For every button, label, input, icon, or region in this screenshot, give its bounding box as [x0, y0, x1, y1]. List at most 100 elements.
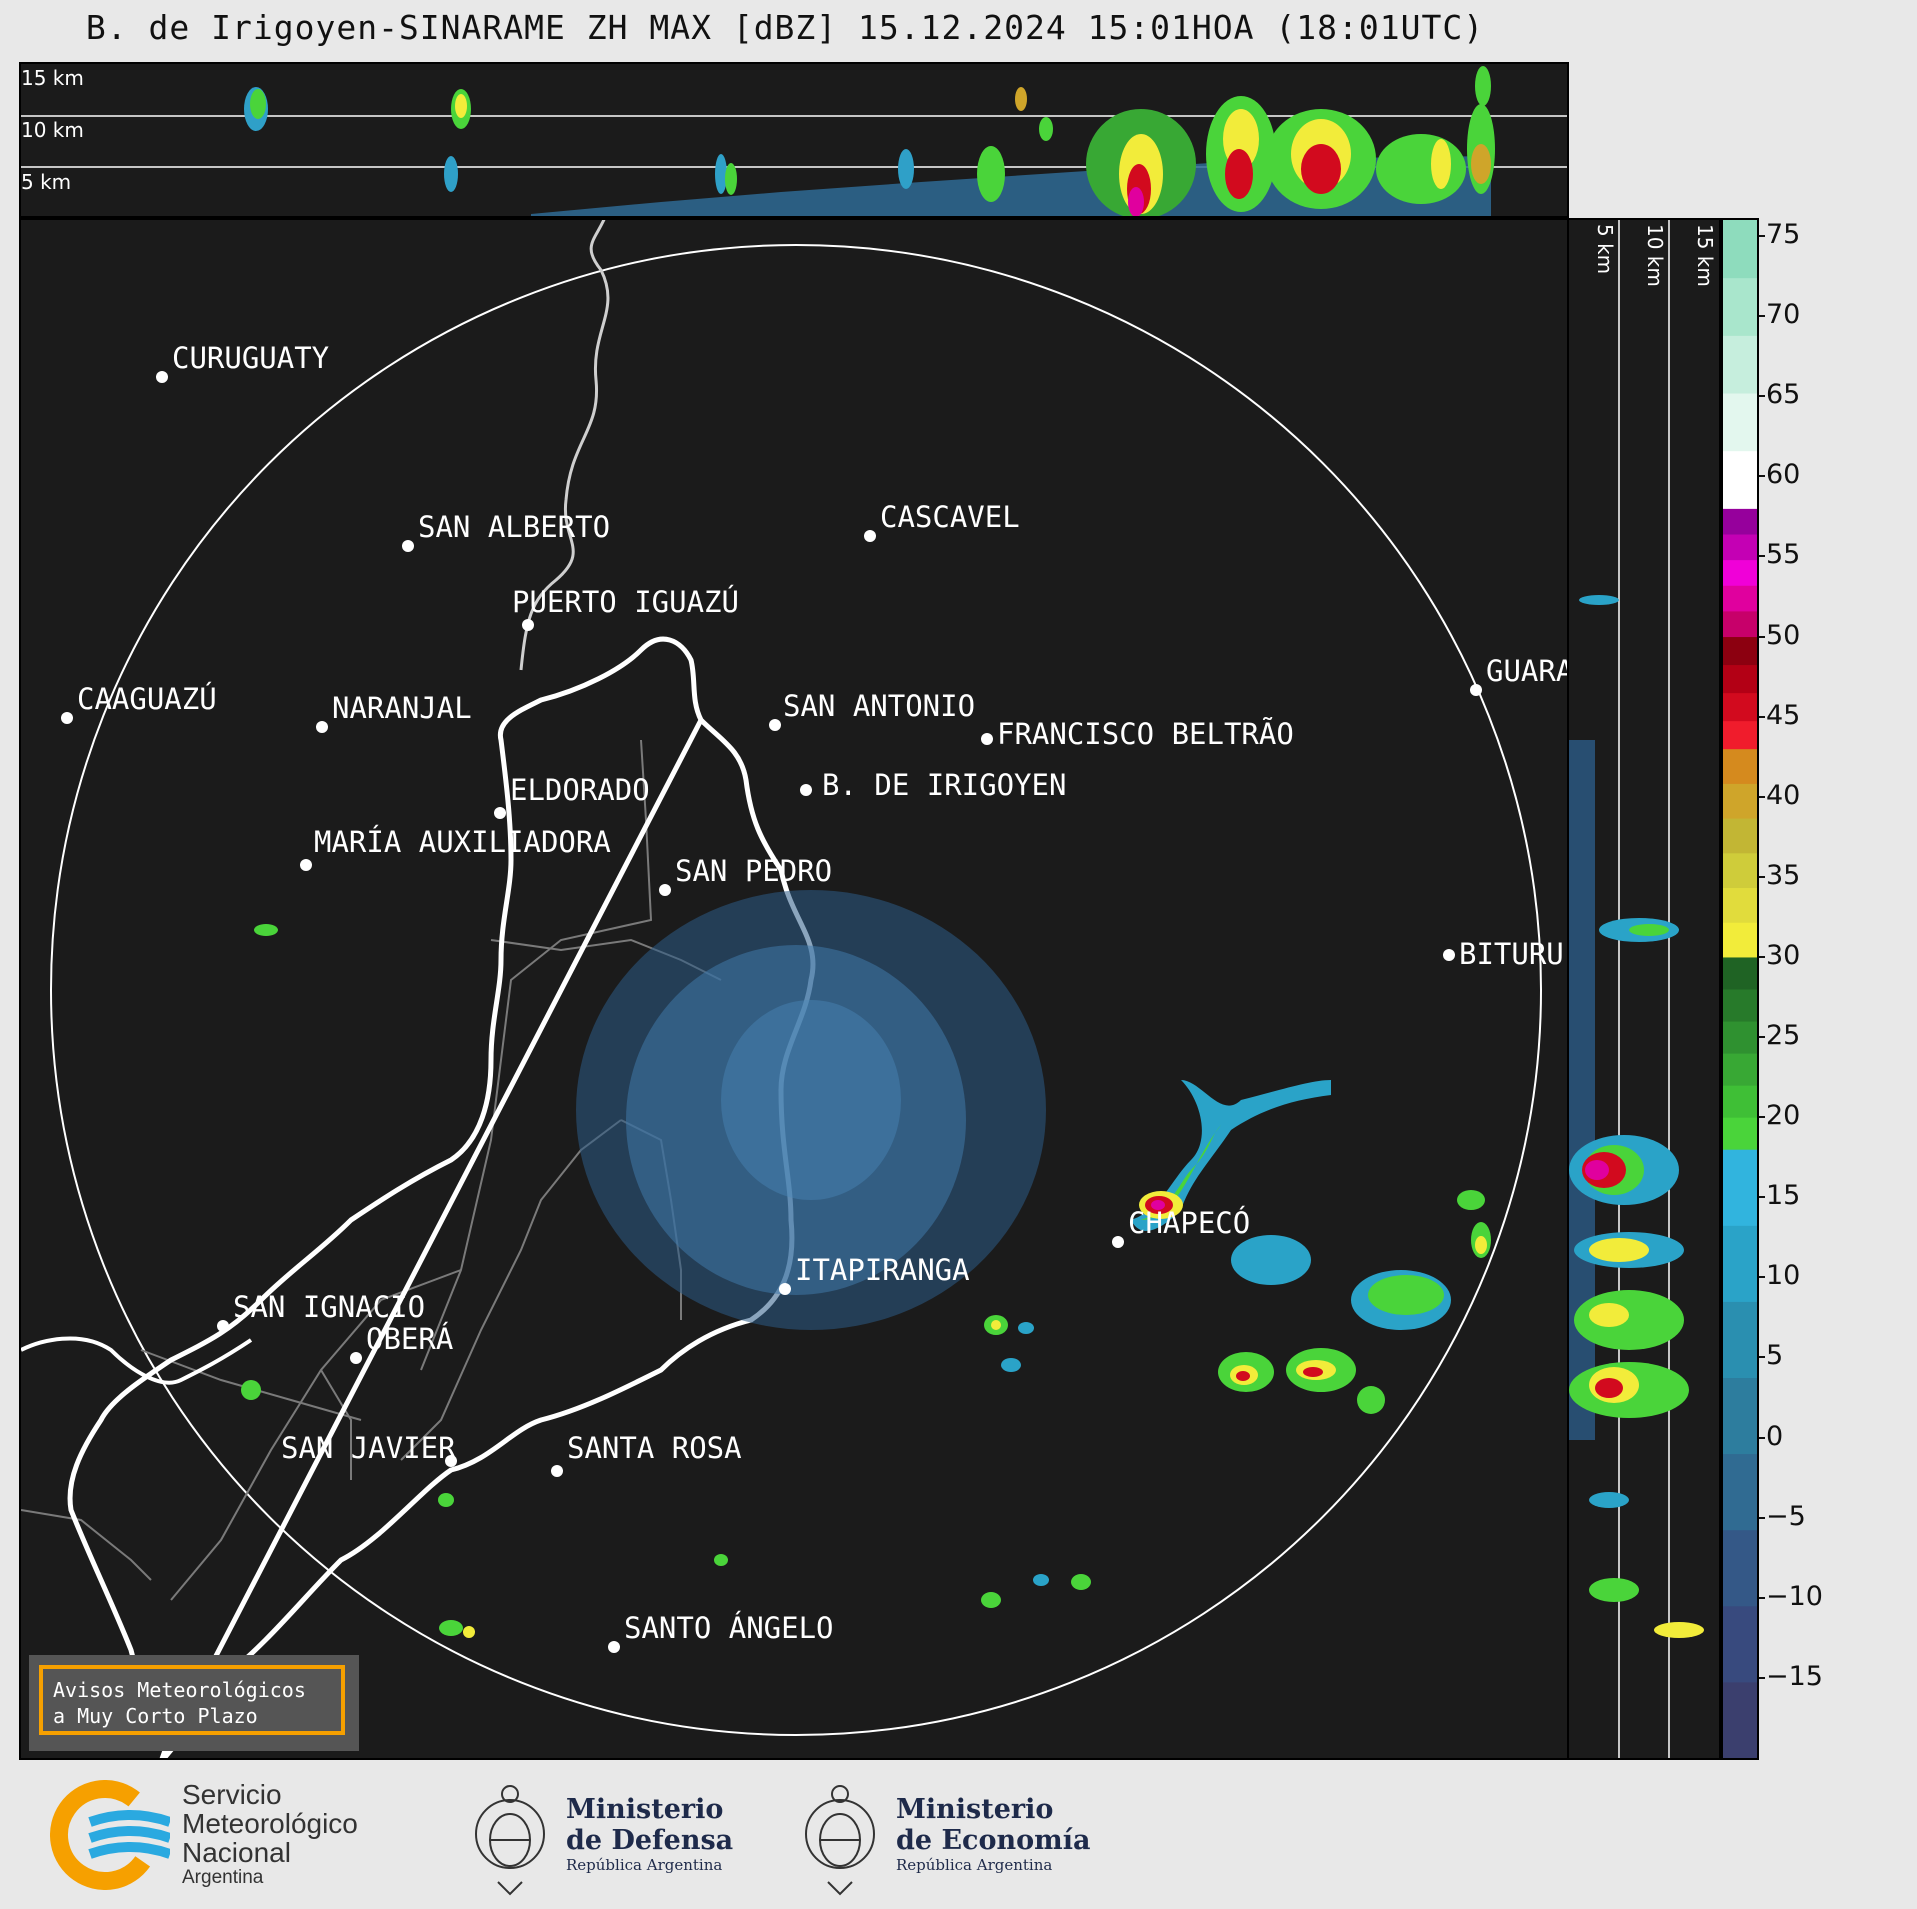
colorbar-tick-label: 70 — [1766, 299, 1801, 331]
city-dot-icon — [494, 807, 506, 819]
avisos-link[interactable]: Avisos Meteorológicos a Muy Corto Plazo — [39, 1665, 345, 1735]
city-label: B. DE IRIGOYEN — [822, 768, 1067, 802]
city-dot-icon — [402, 540, 414, 552]
colorbar — [1721, 218, 1759, 1760]
colorbar-swatch — [1723, 783, 1757, 819]
footer: Servicio Meteorológico Nacional Argentin… — [0, 1762, 1917, 1909]
economia-line-1: Ministerio — [896, 1794, 1054, 1825]
smn-logo — [50, 1780, 172, 1890]
colorbar-tick-mark — [1759, 1276, 1765, 1279]
colorbar-swatch — [1723, 585, 1757, 612]
colorbar-tick-label: 35 — [1766, 859, 1801, 891]
chart-title: B. de Irigoyen-SINARAME ZH MAX [dBZ] 15.… — [85, 8, 1485, 47]
city-dot-icon — [769, 719, 781, 731]
city-dot-icon — [350, 1352, 362, 1364]
colorbar-tick-label: −5 — [1766, 1500, 1806, 1532]
city-dot-icon — [551, 1465, 563, 1477]
colorbar-tick-label: −10 — [1766, 1580, 1823, 1612]
colorbar-swatch — [1723, 1529, 1757, 1607]
city-label: MARÍA AUXILIADORA — [314, 825, 611, 859]
city-label: SAN JAVIER — [281, 1431, 456, 1465]
colorbar-swatch — [1723, 1053, 1757, 1086]
colorbar-swatch — [1723, 508, 1757, 535]
colorbar-tick-mark — [1759, 635, 1765, 638]
city-label: CHAPECÓ — [1128, 1206, 1251, 1240]
defensa-line-3: República Argentina — [566, 1856, 723, 1874]
defensa-line-2: de Defensa — [566, 1825, 734, 1856]
colorbar-swatch — [1723, 636, 1757, 666]
colorbar-tick-mark — [1759, 1356, 1765, 1359]
colorbar-swatch — [1723, 1117, 1757, 1150]
economia-line-2: de Economía — [896, 1825, 1091, 1856]
top-cross-section-panel: 15 km 10 km 5 km — [19, 62, 1569, 218]
colorbar-swatch — [1723, 956, 1757, 990]
colorbar-swatch — [1723, 989, 1757, 1022]
colorbar-tick-label: 20 — [1766, 1100, 1801, 1132]
colorbar-swatch — [1723, 664, 1757, 694]
radar-map: CURUGUATY SAN ALBERTO CASCAVEL CAAGUAZÚ PUER… — [19, 218, 1569, 1760]
side-height-label-10km: 10 km — [1643, 224, 1667, 287]
colorbar-tick-label: 25 — [1766, 1020, 1801, 1052]
colorbar-tick-label: 50 — [1766, 619, 1801, 651]
city-label: BITURU — [1459, 937, 1564, 971]
defensa-line-1: Ministerio — [566, 1794, 724, 1825]
colorbar-tick-label: 60 — [1766, 459, 1801, 491]
colorbar-swatch — [1723, 1681, 1757, 1758]
colorbar-tick-label: 45 — [1766, 699, 1801, 731]
city-label: NARANJAL — [332, 691, 472, 725]
colorbar-swatch — [1723, 610, 1757, 638]
city-dot-icon — [156, 371, 168, 383]
colorbar-tick-label: 75 — [1766, 219, 1801, 251]
colorbar-swatch — [1723, 335, 1757, 394]
colorbar-tick-label: 55 — [1766, 539, 1801, 571]
defensa-coat-of-arms-icon — [470, 1774, 550, 1904]
colorbar-swatch — [1723, 887, 1757, 923]
city-dot-icon — [779, 1283, 791, 1295]
avisos-box[interactable]: Avisos Meteorológicos a Muy Corto Plazo — [29, 1655, 359, 1751]
colorbar-tick-mark — [1759, 1436, 1765, 1439]
colorbar-swatch — [1723, 1453, 1757, 1531]
colorbar-swatch — [1723, 1085, 1757, 1118]
colorbar-tick-mark — [1759, 395, 1765, 398]
range-ring — [50, 244, 1542, 1736]
colorbar-swatch — [1723, 393, 1757, 452]
city-dot-icon — [981, 733, 993, 745]
smn-line-4: Argentina — [182, 1867, 264, 1888]
colorbar-tick-label: 65 — [1766, 379, 1801, 411]
city-dot-icon — [659, 884, 671, 896]
colorbar-tick-mark — [1759, 715, 1765, 718]
colorbar-swatch — [1723, 1225, 1757, 1302]
colorbar-tick-mark — [1759, 1596, 1765, 1599]
colorbar-swatch — [1723, 277, 1757, 336]
city-label: FRANCISCO BELTRÃO — [997, 717, 1294, 751]
city-label: GUARA — [1486, 654, 1569, 688]
city-dot-icon — [864, 530, 876, 542]
smn-line-3: Nacional — [182, 1837, 291, 1868]
colorbar-swatch — [1723, 1021, 1757, 1054]
side-height-label-15km: 15 km — [1693, 224, 1717, 287]
colorbar-tick-label: 0 — [1766, 1420, 1784, 1452]
smn-line-1: Servicio — [182, 1779, 282, 1810]
colorbar-tick-mark — [1759, 235, 1765, 238]
colorbar-swatch — [1723, 450, 1757, 509]
city-dot-icon — [1443, 949, 1455, 961]
city-label: ELDORADO — [510, 773, 650, 807]
avisos-line-2: a Muy Corto Plazo — [53, 1704, 258, 1728]
colorbar-tick-mark — [1759, 555, 1765, 558]
city-dot-icon — [61, 712, 73, 724]
city-dot-icon — [608, 1641, 620, 1653]
economia-coat-of-arms-icon — [800, 1774, 880, 1904]
city-dot-icon — [1112, 1236, 1124, 1248]
colorbar-swatch — [1723, 852, 1757, 889]
colorbar-tick-mark — [1759, 795, 1765, 798]
colorbar-swatch — [1723, 1301, 1757, 1379]
colorbar-swatch — [1723, 922, 1757, 958]
city-dot-icon — [300, 859, 312, 871]
colorbar-tick-label: 5 — [1766, 1340, 1784, 1372]
colorbar-swatch — [1723, 1149, 1757, 1226]
colorbar-tick-mark — [1759, 1516, 1765, 1519]
city-dot-icon — [445, 1455, 457, 1467]
colorbar-tick-label: 40 — [1766, 779, 1801, 811]
colorbar-tick-label: −15 — [1766, 1660, 1823, 1692]
city-label: CASCAVEL — [880, 500, 1020, 534]
